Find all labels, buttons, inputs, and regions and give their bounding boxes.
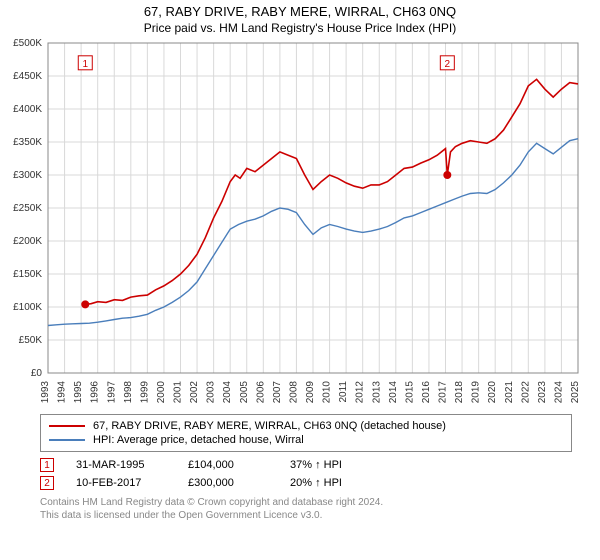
svg-text:2014: 2014 [388, 381, 399, 403]
svg-text:£50K: £50K [19, 335, 43, 346]
svg-text:1999: 1999 [139, 381, 150, 403]
svg-text:2013: 2013 [371, 381, 382, 403]
footer-line2: This data is licensed under the Open Gov… [40, 509, 572, 522]
svg-text:£400K: £400K [13, 104, 42, 115]
svg-text:2000: 2000 [156, 381, 167, 403]
svg-text:£200K: £200K [13, 236, 42, 247]
svg-text:2001: 2001 [173, 381, 184, 403]
svg-text:2024: 2024 [553, 381, 564, 403]
svg-text:£350K: £350K [13, 137, 42, 148]
chart-title-address: 67, RABY DRIVE, RABY MERE, WIRRAL, CH63 … [0, 0, 600, 19]
svg-text:2015: 2015 [404, 381, 415, 403]
legend-label: HPI: Average price, detached house, Wirr… [93, 434, 304, 446]
svg-text:2020: 2020 [487, 381, 498, 403]
svg-text:2012: 2012 [355, 381, 366, 403]
svg-text:£0: £0 [31, 368, 43, 379]
sale-date: 10-FEB-2017 [76, 477, 166, 489]
svg-text:2003: 2003 [206, 381, 217, 403]
footer-attribution: Contains HM Land Registry data © Crown c… [40, 496, 572, 522]
svg-text:2011: 2011 [338, 381, 349, 403]
chart-container: 67, RABY DRIVE, RABY MERE, WIRRAL, CH63 … [0, 0, 600, 560]
svg-text:2025: 2025 [570, 381, 581, 403]
svg-text:2021: 2021 [504, 381, 515, 403]
legend-label: 67, RABY DRIVE, RABY MERE, WIRRAL, CH63 … [93, 420, 446, 432]
svg-text:2010: 2010 [322, 381, 333, 403]
legend-swatch [49, 439, 85, 441]
svg-text:1993: 1993 [40, 381, 51, 403]
sale-price: £104,000 [188, 459, 268, 471]
sale-date: 31-MAR-1995 [76, 459, 166, 471]
svg-text:2018: 2018 [454, 381, 465, 403]
svg-text:£500K: £500K [13, 38, 42, 49]
svg-text:2009: 2009 [305, 381, 316, 403]
svg-text:1994: 1994 [57, 381, 68, 403]
sale-delta: 37% ↑ HPI [290, 459, 342, 471]
svg-text:2005: 2005 [239, 381, 250, 403]
sale-row: 1 31-MAR-1995 £104,000 37% ↑ HPI [40, 456, 572, 474]
svg-text:2016: 2016 [421, 381, 432, 403]
sale-row: 2 10-FEB-2017 £300,000 20% ↑ HPI [40, 474, 572, 492]
svg-text:1: 1 [82, 59, 88, 70]
chart-title-sub: Price paid vs. HM Land Registry's House … [0, 19, 600, 37]
svg-text:1997: 1997 [106, 381, 117, 403]
svg-text:1998: 1998 [123, 381, 134, 403]
svg-text:2004: 2004 [222, 381, 233, 403]
svg-text:£250K: £250K [13, 203, 42, 214]
chart-plot-area: £0 £50K £100K £150K £200K £250K £300K £350K £400… [0, 37, 600, 408]
sales-list: 1 31-MAR-1995 £104,000 37% ↑ HPI 2 10-FEB-201… [40, 456, 572, 492]
sale-delta: 20% ↑ HPI [290, 477, 342, 489]
legend-item: 67, RABY DRIVE, RABY MERE, WIRRAL, CH63 … [49, 419, 563, 433]
svg-text:2019: 2019 [471, 381, 482, 403]
svg-text:2007: 2007 [272, 381, 283, 403]
sale-marker: 2 [40, 476, 54, 490]
sale-marker: 1 [40, 458, 54, 472]
svg-text:2006: 2006 [255, 381, 266, 403]
svg-text:2017: 2017 [438, 381, 449, 403]
footer-line1: Contains HM Land Registry data © Crown c… [40, 496, 572, 509]
svg-text:£100K: £100K [13, 302, 42, 313]
svg-text:2: 2 [445, 59, 451, 70]
svg-text:2022: 2022 [520, 381, 531, 403]
svg-text:2002: 2002 [189, 381, 200, 403]
sale-price: £300,000 [188, 477, 268, 489]
svg-text:1996: 1996 [90, 381, 101, 403]
svg-text:2023: 2023 [537, 381, 548, 403]
svg-text:£300K: £300K [13, 170, 42, 181]
svg-text:£450K: £450K [13, 71, 42, 82]
legend-box: 67, RABY DRIVE, RABY MERE, WIRRAL, CH63 … [40, 414, 572, 452]
svg-text:£150K: £150K [13, 269, 42, 280]
svg-text:1995: 1995 [73, 381, 84, 403]
legend-item: HPI: Average price, detached house, Wirr… [49, 433, 563, 447]
svg-text:2008: 2008 [288, 381, 299, 403]
legend-swatch [49, 425, 85, 427]
